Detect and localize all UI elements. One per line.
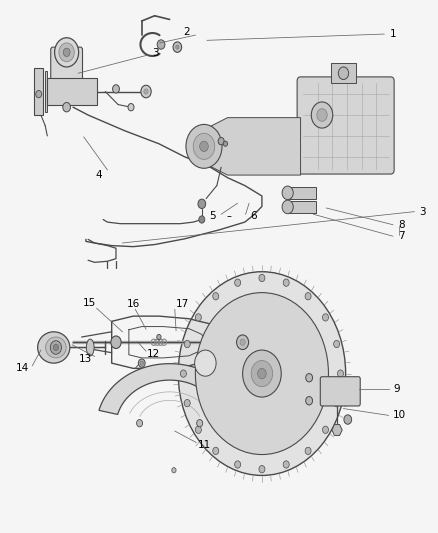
Bar xyxy=(288,201,316,213)
Polygon shape xyxy=(332,425,342,435)
Circle shape xyxy=(235,279,240,286)
Text: 17: 17 xyxy=(176,299,189,309)
Circle shape xyxy=(317,109,327,122)
Circle shape xyxy=(178,272,346,475)
Text: 1: 1 xyxy=(389,29,396,39)
Polygon shape xyxy=(189,118,300,175)
Circle shape xyxy=(140,361,144,365)
Circle shape xyxy=(53,344,58,351)
Circle shape xyxy=(193,133,215,159)
Polygon shape xyxy=(331,63,357,83)
Circle shape xyxy=(213,447,219,455)
Circle shape xyxy=(344,415,352,424)
Circle shape xyxy=(259,274,265,281)
Polygon shape xyxy=(45,71,47,112)
Polygon shape xyxy=(35,68,43,115)
Circle shape xyxy=(184,341,190,348)
Circle shape xyxy=(243,350,281,397)
Ellipse shape xyxy=(86,339,94,356)
Circle shape xyxy=(195,426,201,433)
Circle shape xyxy=(198,199,206,208)
Circle shape xyxy=(176,45,179,49)
Text: 9: 9 xyxy=(394,384,400,394)
Text: 11: 11 xyxy=(198,440,212,450)
Circle shape xyxy=(338,67,349,79)
Circle shape xyxy=(200,141,208,151)
Circle shape xyxy=(213,293,219,300)
Circle shape xyxy=(63,48,70,56)
Text: 6: 6 xyxy=(250,211,257,221)
Circle shape xyxy=(113,85,120,93)
Circle shape xyxy=(282,200,293,214)
Text: –: – xyxy=(226,211,231,221)
Circle shape xyxy=(195,293,328,455)
Circle shape xyxy=(251,360,272,386)
Text: 16: 16 xyxy=(127,299,140,309)
Circle shape xyxy=(186,124,222,168)
Circle shape xyxy=(63,102,71,112)
Circle shape xyxy=(337,370,343,377)
Circle shape xyxy=(194,350,216,376)
FancyBboxPatch shape xyxy=(297,77,394,174)
Circle shape xyxy=(157,334,161,340)
Ellipse shape xyxy=(46,337,66,358)
Text: 3: 3 xyxy=(419,207,425,216)
Circle shape xyxy=(138,359,145,367)
Circle shape xyxy=(258,368,266,379)
Ellipse shape xyxy=(38,332,70,363)
Circle shape xyxy=(197,419,203,427)
Circle shape xyxy=(218,138,224,145)
Circle shape xyxy=(59,43,74,62)
Circle shape xyxy=(199,216,205,223)
Circle shape xyxy=(157,40,165,49)
Circle shape xyxy=(173,42,182,52)
Text: 14: 14 xyxy=(16,364,29,373)
Circle shape xyxy=(283,461,289,468)
Circle shape xyxy=(240,339,245,345)
Text: 13: 13 xyxy=(79,354,92,364)
Circle shape xyxy=(283,279,289,286)
Text: 7: 7 xyxy=(398,231,405,241)
Text: 2: 2 xyxy=(184,28,190,37)
Circle shape xyxy=(305,447,311,455)
Text: 15: 15 xyxy=(82,298,95,308)
Circle shape xyxy=(144,89,148,94)
Text: 10: 10 xyxy=(393,410,406,421)
Circle shape xyxy=(55,38,79,67)
Text: 3: 3 xyxy=(152,49,159,59)
Circle shape xyxy=(237,335,249,350)
Circle shape xyxy=(322,314,328,321)
Circle shape xyxy=(184,399,190,407)
Circle shape xyxy=(305,293,311,300)
Text: 12: 12 xyxy=(147,349,160,359)
FancyBboxPatch shape xyxy=(51,47,82,84)
Circle shape xyxy=(180,370,187,377)
Text: 8: 8 xyxy=(398,220,405,230)
Circle shape xyxy=(50,341,61,354)
Circle shape xyxy=(36,91,42,98)
Circle shape xyxy=(195,314,201,321)
Circle shape xyxy=(306,397,313,405)
Bar xyxy=(288,187,316,199)
Circle shape xyxy=(235,461,240,468)
Circle shape xyxy=(322,426,328,433)
FancyBboxPatch shape xyxy=(320,377,360,406)
Circle shape xyxy=(223,141,228,147)
Text: 5: 5 xyxy=(209,211,216,221)
Circle shape xyxy=(128,103,134,111)
Circle shape xyxy=(259,465,265,473)
Circle shape xyxy=(334,341,339,348)
Text: 4: 4 xyxy=(95,170,102,180)
Circle shape xyxy=(141,85,151,98)
Circle shape xyxy=(311,102,333,128)
Bar xyxy=(47,78,97,104)
Circle shape xyxy=(282,186,293,200)
Circle shape xyxy=(334,399,339,407)
Circle shape xyxy=(172,467,176,473)
Circle shape xyxy=(137,419,143,427)
Polygon shape xyxy=(99,364,240,415)
Circle shape xyxy=(306,374,313,382)
Circle shape xyxy=(111,336,121,349)
